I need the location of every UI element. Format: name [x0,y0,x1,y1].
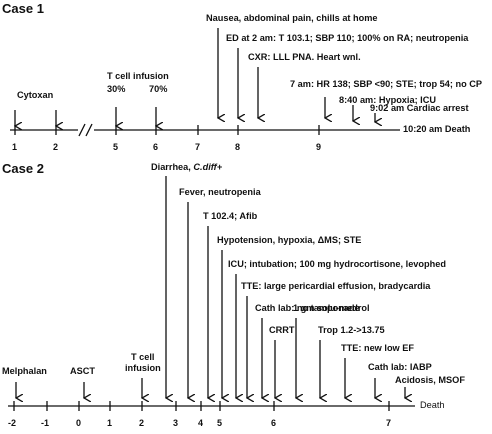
case2-tick-4: 4 [198,418,204,428]
case1-tick-8: 8 [235,142,241,152]
label-death-case1: 10:20 am Death [403,124,471,134]
case2-arrows [16,176,405,398]
label-tte1: TTE: large pericardial effusion, bradyca… [241,281,431,291]
label-hypotension: Hypotension, hypoxia, ΔMS; STE [217,235,362,245]
label-cathlab1: Cath lab: no tamponade [255,303,360,313]
case1-title: Case 1 [2,1,44,16]
label-cdiff: C.diff+ [193,162,223,172]
case1-axis [10,123,400,137]
label-tcell-line2: infusion [125,363,161,373]
case1-tick-1: 1 [12,142,18,152]
case2-tick-1: 1 [107,418,113,428]
label-fever: Fever, neutropenia [179,187,261,197]
case2-tick-m2: -2 [8,418,17,428]
label-cytoxan: Cytoxan [17,90,54,100]
label-tcell-infusion: T cell infusion [107,71,169,81]
case2-title: Case 2 [2,161,44,176]
label-death-case2: Death [420,400,445,410]
case1-tick-7: 7 [195,142,201,152]
case2-tick-m1: -1 [41,418,50,428]
label-ed: ED at 2 am: T 103.1; SBP 110; 100% on RA… [226,33,469,43]
label-asct: ASCT [70,366,96,376]
label-arrest: 9:02 am Cardiac arrest [370,103,469,113]
label-cathlab2: Cath lab: IABP [368,362,432,372]
label-melphalan: Melphalan [2,366,47,376]
label-tte2: TTE: new low EF [341,343,414,353]
case2-tick-7: 7 [386,418,392,428]
label-7am: 7 am: HR 138; SBP <90; STE; trop 54; no … [290,79,483,89]
case2-axis [8,401,415,411]
label-crrt: CRRT [269,325,295,335]
label-pct30: 30% [107,84,126,94]
case2-tick-3: 3 [173,418,179,428]
case1-tick-5: 5 [113,142,119,152]
label-pct70: 70% [149,84,168,94]
label-tcell-line1: T cell [131,352,155,362]
case2-tick-0: 0 [76,418,82,428]
case2-tick-2: 2 [139,418,145,428]
label-trop: Trop 1.2->13.75 [318,325,385,335]
label-icu: ICU; intubation; 100 mg hydrocortisone, … [228,259,446,269]
case1-tick-6: 6 [153,142,159,152]
label-solu: 1 gm solu-medrol [293,303,370,313]
label-t1024: T 102.4; Afib [203,211,258,221]
label-nausea: Nausea, abdominal pain, chills at home [206,13,378,23]
label-diarrhea: Diarrhea, C.diff+ [151,162,223,172]
case1-tick-9: 9 [316,142,322,152]
label-acidosis: Acidosis, MSOF [395,375,465,385]
case2-tick-6: 6 [271,418,277,428]
label-cxr: CXR: LLL PNA. Heart wnl. [248,52,361,62]
label-hypoxia: 8:40 am: Hypoxia; ICU [339,95,437,105]
case2-tick-5: 5 [217,418,223,428]
case1-arrows [15,28,375,126]
case1-tick-2: 2 [53,142,59,152]
